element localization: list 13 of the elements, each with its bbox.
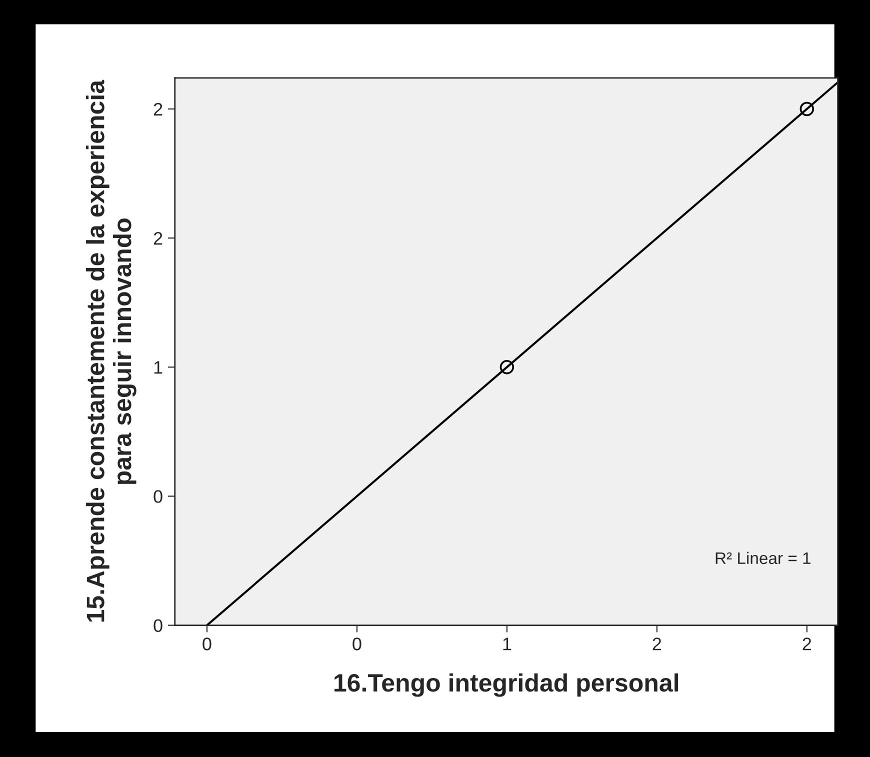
x-tick-label: 1 (503, 638, 512, 650)
y-tick-label: 2 (154, 232, 162, 245)
annotation: R² Linear = 1 (716, 552, 810, 564)
y-tick-label: 2 (154, 102, 162, 116)
x-axis-title: 16.Tengo integridad personal (334, 673, 678, 697)
x-tick-label: 2 (802, 638, 812, 650)
y-tick-label: 0 (154, 490, 162, 503)
y-axis-title: 15.Aprende constantemente de la experiencia para seguir innovando (86, 80, 136, 622)
y-tick-label: 0 (154, 619, 162, 632)
x-tick-label: 0 (352, 638, 362, 650)
y-tick-label: 1 (154, 361, 162, 374)
x-tick-label: 2 (652, 638, 662, 650)
x-tick-label: 0 (202, 638, 212, 650)
